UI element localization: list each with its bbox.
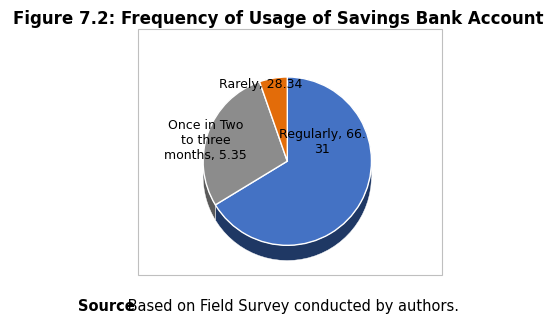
Text: Figure 7.2: Frequency of Usage of Savings Bank Account: Figure 7.2: Frequency of Usage of Saving… bbox=[13, 10, 544, 28]
Text: Source: Source bbox=[78, 299, 135, 314]
Polygon shape bbox=[216, 77, 372, 261]
Wedge shape bbox=[260, 77, 287, 161]
Text: Rarely, 28.34: Rarely, 28.34 bbox=[219, 78, 302, 90]
Text: Once in Two
to three
months, 5.35: Once in Two to three months, 5.35 bbox=[164, 119, 247, 162]
Ellipse shape bbox=[203, 155, 372, 197]
Wedge shape bbox=[203, 82, 287, 205]
Polygon shape bbox=[203, 82, 260, 220]
Polygon shape bbox=[260, 77, 287, 97]
Wedge shape bbox=[216, 77, 372, 245]
Text: : Based on Field Survey conducted by authors.: : Based on Field Survey conducted by aut… bbox=[118, 299, 459, 314]
Text: Regularly, 66.
31: Regularly, 66. 31 bbox=[279, 129, 366, 156]
